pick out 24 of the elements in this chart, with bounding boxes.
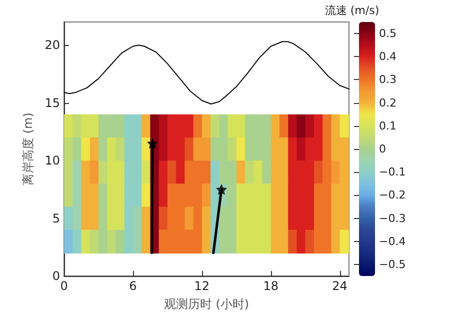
color-bar-label: 0.3 xyxy=(379,73,396,86)
y-tick-label: 20 xyxy=(44,38,60,52)
color-bar-label: −0.3 xyxy=(379,212,406,225)
color-bar-label: −0.2 xyxy=(379,188,406,202)
color-bar-label: 0.1 xyxy=(379,119,396,132)
color-bar-label: −0.4 xyxy=(379,234,406,248)
color-bar-title: 流速 (m/s) xyxy=(324,4,380,17)
y-axis-title: 离岸高度 (m) xyxy=(20,112,35,186)
x-tick-label: 24 xyxy=(332,279,348,293)
color-bar-label: −0.5 xyxy=(379,258,406,271)
x-axis-title: 观测历时 (小时) xyxy=(164,297,250,311)
color-bar-label: −0.1 xyxy=(379,166,406,179)
y-tick-label: 15 xyxy=(44,96,60,110)
color-bar-label: 0.4 xyxy=(379,50,396,64)
x-tick-label: 12 xyxy=(194,279,210,293)
y-tick-label: 5 xyxy=(52,211,60,226)
x-tick-label: 18 xyxy=(263,279,278,293)
y-tick-label: 0 xyxy=(52,269,60,283)
color-bar-label: 0.5 xyxy=(379,27,396,40)
line-series xyxy=(64,41,350,104)
color-bar-label: 0.2 xyxy=(379,96,396,110)
x-tick-label: 6 xyxy=(129,279,137,293)
y-tick-label: 10 xyxy=(44,154,60,168)
color-bar-label: 0 xyxy=(379,142,386,156)
